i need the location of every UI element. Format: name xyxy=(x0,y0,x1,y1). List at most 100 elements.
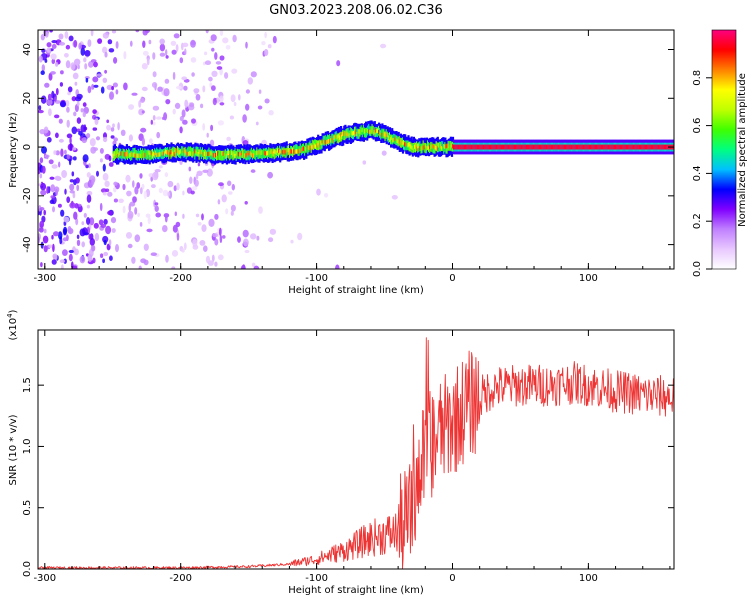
snr-ticks: -300 -200 -100 0 100 0.0 0.5 1.0 1.5 xyxy=(22,330,674,584)
heatmap-cell xyxy=(181,109,186,118)
heatmap-cell xyxy=(123,51,127,60)
heatmap-cell xyxy=(83,57,87,63)
heatmap-cell xyxy=(82,154,89,163)
heatmap-cell xyxy=(243,238,249,247)
heatmap-cell xyxy=(202,169,209,173)
heatmap-cell xyxy=(147,216,151,225)
heatmap-cell xyxy=(195,94,201,101)
x-tick-label: -200 xyxy=(169,573,192,584)
spectrogram-frame xyxy=(37,29,675,270)
heatmap-cell xyxy=(591,144,594,150)
heatmap-cell xyxy=(76,184,80,191)
heatmap-cell xyxy=(44,31,49,38)
colorbar-gradient xyxy=(712,30,736,269)
heatmap-cell xyxy=(102,136,108,143)
heatmap-cell xyxy=(191,118,196,124)
heatmap-cell xyxy=(176,233,180,241)
heatmap-cell xyxy=(90,30,94,37)
heatmap-cell xyxy=(70,62,76,71)
heatmap-cell xyxy=(75,177,80,184)
heatmap-cell xyxy=(55,150,60,156)
heatmap-cell xyxy=(204,51,208,56)
heatmap-cell xyxy=(214,52,218,60)
heatmap-cell xyxy=(86,204,90,209)
heatmap-cell xyxy=(81,137,88,144)
heatmap-cell xyxy=(100,223,107,228)
heatmap-cell xyxy=(230,210,234,216)
heatmap-cell xyxy=(62,237,68,242)
heatmap-cell xyxy=(230,94,236,103)
heatmap-cell xyxy=(240,265,246,269)
heatmap-cell xyxy=(183,85,188,91)
heatmap-cell xyxy=(134,207,138,215)
heatmap-cell xyxy=(261,41,266,46)
heatmap-cell xyxy=(93,84,99,88)
heatmap-cell xyxy=(263,49,269,56)
heatmap-cell xyxy=(63,258,67,264)
heatmap-cell xyxy=(51,40,58,44)
heatmap-cell xyxy=(96,73,103,77)
heatmap-cell xyxy=(67,86,73,93)
heatmap-cell xyxy=(39,157,44,164)
heatmap-cell xyxy=(173,185,177,192)
heatmap-cell xyxy=(164,78,170,84)
heatmap-cell xyxy=(224,72,229,79)
heatmap-cell xyxy=(138,265,142,269)
heatmap-cell xyxy=(264,31,267,39)
heatmap-cell xyxy=(58,41,66,46)
heatmap-cell xyxy=(74,203,79,209)
heatmap-cell xyxy=(46,42,52,48)
heatmap-cell xyxy=(142,40,146,48)
snr-xlabel: Height of straight line (km) xyxy=(288,585,424,596)
heatmap-cell xyxy=(146,58,150,66)
heatmap-cell xyxy=(40,34,45,41)
heatmap-cell xyxy=(181,151,184,156)
heatmap-cell xyxy=(91,245,96,252)
heatmap-cell xyxy=(66,119,70,128)
heatmap-cell xyxy=(92,127,98,131)
heatmap-cell xyxy=(135,30,140,33)
heatmap-cell xyxy=(139,98,145,103)
heatmap-cell xyxy=(66,133,73,139)
heatmap-cell xyxy=(80,47,86,56)
heatmap-cell xyxy=(258,206,263,214)
heatmap-cell xyxy=(69,136,72,145)
heatmap-cell xyxy=(96,170,99,177)
heatmap-cell xyxy=(58,33,64,40)
heatmap-cell xyxy=(190,57,197,63)
heatmap-cell xyxy=(84,50,91,57)
heatmap-cell xyxy=(43,209,46,216)
heatmap-cell xyxy=(151,82,158,88)
heatmap-cell xyxy=(190,39,196,48)
heatmap-cell xyxy=(74,248,79,256)
heatmap-cell xyxy=(224,153,227,158)
snr-line xyxy=(38,337,674,569)
heatmap-cell xyxy=(87,254,93,262)
heatmap-cell xyxy=(106,119,110,124)
heatmap-cell xyxy=(92,257,96,264)
heatmap-cell xyxy=(41,165,46,174)
heatmap-cell xyxy=(230,204,236,212)
heatmap-cell xyxy=(86,217,91,225)
heatmap-cell xyxy=(216,97,220,104)
y-tick-label: -40 xyxy=(22,236,33,252)
colorbar-tick-label: 0.6 xyxy=(692,118,703,134)
snr-series xyxy=(38,337,674,569)
heatmap-cell xyxy=(68,249,74,254)
heatmap-cell xyxy=(48,108,52,116)
heatmap-cell xyxy=(102,77,108,84)
heatmap-cell xyxy=(78,131,83,136)
heatmap-cell xyxy=(51,90,55,99)
heatmap-cell xyxy=(89,217,95,226)
heatmap-cell xyxy=(52,243,55,253)
heatmap-cell xyxy=(616,144,619,150)
heatmap-cell xyxy=(102,173,109,181)
heatmap-cell xyxy=(218,182,224,187)
heatmap-cell xyxy=(66,196,71,203)
heatmap-cell xyxy=(205,30,209,34)
heatmap-cell xyxy=(107,210,113,216)
heatmap-cell xyxy=(128,134,133,142)
heatmap-cell xyxy=(362,160,367,165)
heatmap-cell xyxy=(115,89,119,95)
heatmap-cell xyxy=(202,123,206,131)
